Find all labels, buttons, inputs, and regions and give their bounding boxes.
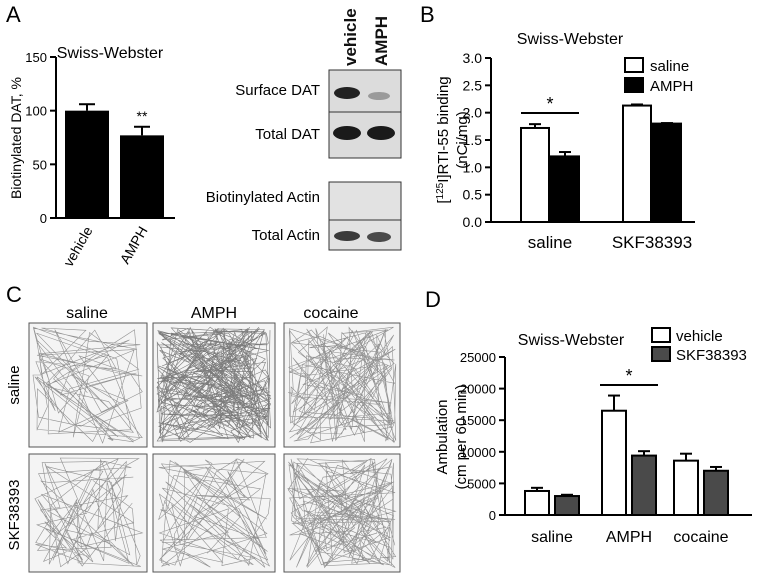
- chart-b-bar: [550, 155, 580, 223]
- chart-d-bar: [554, 495, 580, 517]
- chart-d-bar: [703, 469, 729, 517]
- chart-b-legend-swatch: [624, 77, 644, 93]
- chart-d-y-label-line2: (cm per 60 min): [453, 384, 470, 489]
- panel-letter-d: D: [425, 287, 441, 312]
- trace-box-r1-c1: [28, 322, 148, 448]
- trace-box-r1-c2-path: [156, 326, 272, 444]
- band-total-actin-amph: [367, 232, 391, 242]
- trace-box-r2-c3-path: [287, 457, 397, 569]
- chart-b-y-tick-label: 1.5: [463, 132, 483, 148]
- chart-a-y-tick-label: 150: [25, 50, 47, 65]
- trace-col-label-cocaine: cocaine: [303, 305, 358, 322]
- band-total-dat-vehicle: [333, 126, 361, 140]
- chart-b-y-tick-label: 3.0: [463, 50, 483, 66]
- trace-box-r2-c2-path: [158, 458, 271, 568]
- trace-col-label-amph: AMPH: [191, 305, 237, 322]
- chart-b-legend-swatch: [624, 57, 644, 73]
- panel-letter-b: B: [420, 2, 435, 27]
- chart-b-y-tick-label: 0.0: [463, 214, 483, 230]
- locomotor-trace-grid: saline AMPH cocaine saline SKF38393: [6, 305, 401, 573]
- chart-d-x-tick-label: AMPH: [606, 529, 652, 546]
- trace-box-r2-c1-path: [34, 457, 144, 568]
- chart-a-x-tick-label: AMPH: [117, 224, 151, 267]
- chart-b-legend-label: AMPH: [650, 78, 693, 95]
- blot-lane-label-amph: AMPH: [372, 16, 391, 66]
- chart-d-y-tick-label: 15000: [460, 413, 496, 428]
- chart-b-bar: [622, 104, 652, 223]
- chart-d-bar: [673, 459, 699, 517]
- chart-b-y-tick-label: 2.5: [463, 77, 483, 93]
- chart-d-y-label: Ambulation: [434, 399, 451, 474]
- chart-a-bar: 0 50 100 150 Swiss-Webster Biotinylated DAT, …: [8, 45, 175, 269]
- trace-box-r1-c3: [283, 322, 401, 448]
- chart-a-significance: **: [137, 108, 148, 124]
- chart-d-title: Swiss-Webster: [518, 332, 625, 349]
- chart-b-y-tick-label: 2.0: [463, 105, 483, 121]
- chart-d-bar: [524, 489, 550, 517]
- band-total-dat-amph: [367, 126, 395, 140]
- trace-row-label-skf38393: SKF38393: [6, 480, 23, 551]
- blot-box-dat: [328, 69, 402, 159]
- trace-box-r2-c1: [28, 453, 148, 573]
- chart-d-y-tick-label: 25000: [460, 350, 496, 365]
- chart-a-y-label: Biotinylated DAT, %: [8, 77, 24, 199]
- trace-box-r2-c3: [283, 453, 401, 573]
- chart-a-bar: [120, 135, 164, 218]
- blot-label-surface-dat: Surface DAT: [235, 82, 320, 99]
- chart-b-bar: [652, 122, 682, 223]
- trace-col-label-saline: saline: [66, 305, 108, 322]
- chart-d-y-tick-label: 20000: [460, 382, 496, 397]
- blot-label-biotinylated-actin: Biotinylated Actin: [206, 189, 320, 206]
- chart-a-y-tick-label: 50: [33, 157, 47, 172]
- blot-lane-label-vehicle: vehicle: [341, 8, 360, 66]
- chart-b-x-tick-label: saline: [528, 233, 572, 252]
- chart-d-legend-swatch: [651, 346, 671, 362]
- western-blot: vehicle AMPH Surface DAT Total DAT Bioti…: [206, 8, 402, 251]
- trace-row-label-saline: saline: [6, 365, 23, 404]
- chart-a-title: Swiss-Webster: [57, 45, 164, 62]
- band-surface-dat-vehicle: [334, 87, 360, 99]
- chart-b-y-label: [125I]RTI-55 binding: [435, 76, 453, 203]
- panel-letter-c: C: [6, 282, 22, 307]
- chart-d-bar: 0 5000 10000 15000 20000 25000 Swiss-Webster Am…: [434, 327, 752, 546]
- chart-d-y-tick-label: 0: [489, 508, 496, 523]
- panel-letter-a: A: [6, 2, 21, 27]
- chart-d-significance: *: [625, 366, 632, 386]
- chart-a-bar: [65, 110, 109, 218]
- chart-d-legend-label: SKF38393: [676, 347, 747, 364]
- chart-b-bar: 0.0 0.5 1.0 1.5 2.0 2.5 3.0 Swiss-Webster [125I]…: [435, 31, 695, 252]
- chart-d-bar: [631, 454, 657, 517]
- chart-b-y-tick-label: 1.0: [463, 159, 483, 175]
- blot-label-total-dat: Total DAT: [255, 126, 320, 143]
- chart-d-legend-swatch: [651, 327, 671, 343]
- chart-d-x-tick-label: saline: [531, 529, 573, 546]
- chart-b-x-tick-label: SKF38393: [612, 233, 692, 252]
- chart-d-bar: [601, 409, 627, 516]
- blot-label-total-actin: Total Actin: [252, 227, 320, 244]
- chart-b-title: Swiss-Webster: [517, 31, 624, 48]
- chart-d-x-tick-label: cocaine: [673, 529, 728, 546]
- chart-a-y-tick-label: 0: [40, 211, 47, 226]
- chart-b-y-label-line2: (nCi/mg): [454, 111, 471, 169]
- chart-b-significance: *: [546, 94, 553, 114]
- chart-d-y-tick-label: 10000: [460, 445, 496, 460]
- chart-d-legend-label: vehicle: [676, 328, 723, 345]
- chart-b-bar: [520, 126, 550, 223]
- band-total-actin-vehicle: [334, 231, 360, 241]
- chart-a-x-tick-label: vehicle: [60, 223, 96, 269]
- chart-b-y-tick-label: 0.5: [463, 187, 483, 203]
- band-surface-dat-amph: [368, 92, 390, 100]
- chart-b-legend-label: saline: [650, 58, 689, 75]
- trace-box-r1-c1-path: [32, 326, 143, 444]
- trace-box-r1-c3-path: [288, 326, 397, 444]
- trace-box-r2-c2: [152, 453, 276, 573]
- chart-a-y-tick-label: 100: [25, 104, 47, 119]
- chart-d-y-tick-label: 5000: [467, 476, 496, 491]
